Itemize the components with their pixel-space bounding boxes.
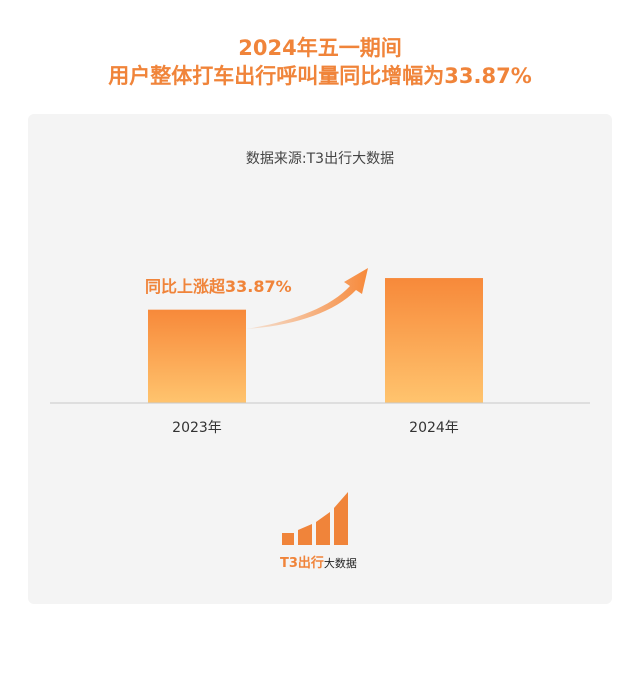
title-line-2: 用户整体打车出行呼叫量同比增幅为33.87% [108, 64, 532, 88]
title-line-1: 2024年五一期间 [238, 36, 402, 60]
x-tick-label: 2024年 [409, 420, 459, 436]
t3-logo-icon [282, 492, 348, 545]
x-tick-label: 2023年 [172, 420, 222, 436]
bar-2023年 [148, 309, 246, 403]
data-source: 数据来源:T3出行大数据 [245, 151, 395, 167]
growth-arrow [246, 268, 368, 329]
brand-sub: 大数据 [323, 557, 357, 570]
bar-2024年 [385, 278, 483, 403]
growth-annotation: 同比上涨超33.87% [145, 277, 292, 296]
brand-name: T3出行大数据 [280, 556, 357, 571]
